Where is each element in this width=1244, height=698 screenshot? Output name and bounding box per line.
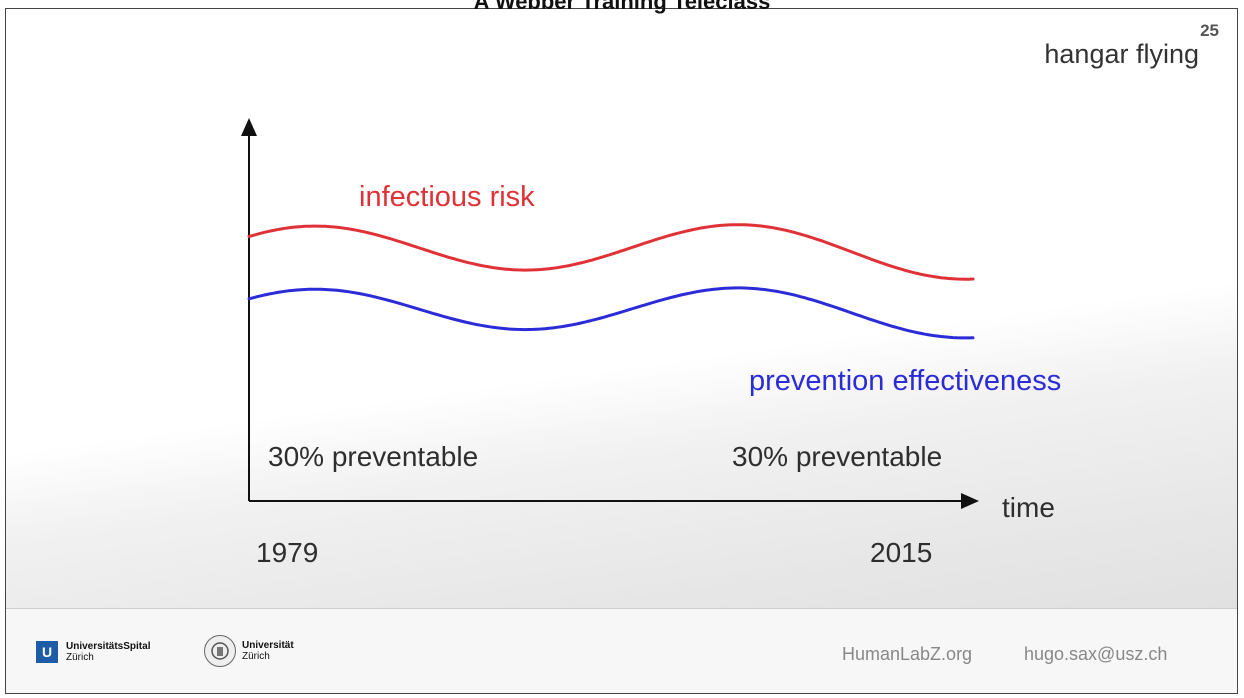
preventable-annotation-end: 30% preventable <box>732 441 943 472</box>
uzh-logo-line2: Zürich <box>242 651 270 662</box>
x-axis-label: time <box>1002 492 1055 523</box>
footer-email[interactable]: hugo.sax@usz.ch <box>1024 644 1168 664</box>
usz-logo-line2: Zürich <box>66 652 94 663</box>
preventable-annotation-start: 30% preventable <box>268 441 479 472</box>
header-title: A Webber Training Teleclass <box>473 0 771 14</box>
infectious-risk-line <box>247 223 975 281</box>
chart-plot <box>241 118 979 509</box>
x-tick-label-start: 1979 <box>256 537 319 568</box>
usz-logo-line1: UniversitätsSpital <box>66 641 151 652</box>
uzh-logo-line1: Universität <box>242 640 294 651</box>
usz-logo-icon: U <box>36 641 58 663</box>
usz-logo: U UniversitätsSpital Zürich <box>36 641 150 663</box>
slide-footer: U UniversitätsSpital Zürich Universität … <box>6 608 1237 693</box>
prevention-effectiveness-line <box>247 286 975 340</box>
x-tick-label-end: 2015 <box>870 537 933 568</box>
slide: 25 hangar flying infectious risk prevent… <box>5 8 1238 694</box>
slide-number: 25 <box>1200 21 1219 40</box>
uzh-logo: Universität Zürich <box>204 635 294 667</box>
footer-website[interactable]: HumanLabZ.org <box>842 644 973 664</box>
prevention-effectiveness-label: prevention effectiveness <box>749 365 1062 397</box>
slide-title: hangar flying <box>1044 39 1199 69</box>
infectious-risk-label: infectious risk <box>359 181 535 213</box>
uzh-seal-icon <box>204 635 236 667</box>
